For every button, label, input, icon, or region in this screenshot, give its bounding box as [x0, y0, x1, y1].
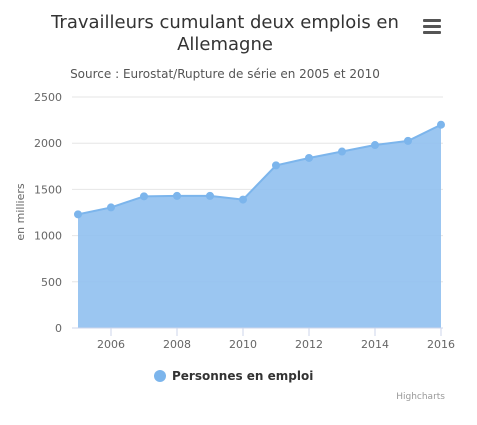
series-area-fill: [78, 124, 441, 328]
series-area: [77, 123, 442, 328]
credits-link[interactable]: Highcharts: [396, 392, 445, 402]
x-tick-label: 2010: [229, 338, 257, 351]
x-tick-label: 2014: [361, 338, 389, 351]
data-point[interactable]: [140, 192, 148, 201]
data-point[interactable]: [305, 153, 313, 162]
x-tick-label: 2016: [427, 338, 455, 351]
data-point[interactable]: [107, 203, 115, 212]
data-point[interactable]: [404, 136, 412, 145]
x-tick-label: 2008: [163, 338, 191, 351]
y-axis-label: en milliers: [14, 183, 27, 240]
x-axis: 2006 2008 2010 2012 2014 2016: [72, 327, 455, 351]
menu-bar: [423, 19, 441, 22]
y-tick-label: 2500: [34, 91, 62, 104]
series-points: [74, 120, 445, 219]
legend-label[interactable]: Personnes en emploi: [172, 369, 313, 383]
data-point[interactable]: [272, 161, 280, 170]
data-point[interactable]: [371, 141, 379, 150]
data-point[interactable]: [173, 191, 181, 200]
chart-title: Travailleurs cumulant deux emplois en Al…: [51, 12, 399, 55]
series-line: [77, 123, 442, 216]
data-point[interactable]: [239, 195, 247, 204]
y-tick-label: 1000: [34, 230, 62, 243]
y-tick-label: 0: [55, 322, 62, 335]
legend[interactable]: Personnes en emploi: [154, 369, 313, 383]
y-tick-label: 500: [41, 276, 62, 289]
menu-bar: [423, 31, 441, 34]
y-tick-label: 2000: [34, 137, 62, 150]
chart-subtitle: Source : Eurostat/Rupture de série en 20…: [70, 67, 380, 81]
data-point[interactable]: [206, 191, 214, 200]
legend-marker: [154, 370, 166, 382]
y-tick-label: 1500: [34, 183, 62, 196]
menu-bar: [423, 25, 441, 28]
data-point[interactable]: [437, 120, 445, 129]
x-tick-label: 2006: [97, 338, 125, 351]
data-point[interactable]: [338, 147, 346, 156]
data-point[interactable]: [74, 210, 82, 219]
hamburger-menu-icon[interactable]: [420, 16, 444, 38]
y-axis: 0 500 1000 1500 2000 2500: [34, 91, 62, 335]
x-tick-label: 2012: [295, 338, 323, 351]
